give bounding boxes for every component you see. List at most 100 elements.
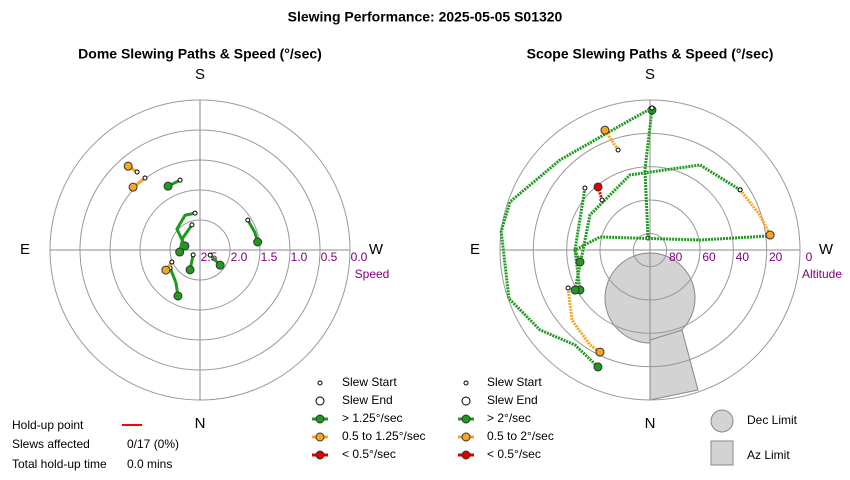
slew-start bbox=[582, 185, 588, 191]
grid-circle bbox=[49, 99, 351, 401]
slew-start bbox=[169, 259, 175, 265]
slew-end bbox=[161, 265, 171, 275]
slew-start bbox=[190, 252, 196, 258]
slew-start bbox=[649, 105, 655, 111]
legend-label: < 0.5°/sec bbox=[342, 447, 396, 461]
slew-start bbox=[565, 285, 571, 291]
legend-label: > 1.25°/sec bbox=[342, 411, 403, 425]
slew-path bbox=[178, 223, 194, 253]
slew-end bbox=[570, 285, 580, 295]
az-limit-swatch bbox=[710, 440, 734, 466]
legend-label: Az Limit bbox=[747, 448, 790, 462]
legend-label: 0.5 to 2°/sec bbox=[487, 429, 554, 443]
slew-start bbox=[207, 252, 213, 258]
direction-label: N bbox=[195, 415, 206, 432]
grid-circle bbox=[109, 159, 291, 341]
direction-label: S bbox=[195, 66, 205, 83]
slew-path bbox=[643, 109, 654, 239]
legend-label: Slew End bbox=[342, 393, 393, 407]
slew-end bbox=[593, 362, 603, 372]
r-tick-label: 1.0 bbox=[291, 250, 308, 264]
chart-title: Scope Slewing Paths & Speed (°/sec) bbox=[527, 46, 774, 62]
slew-start bbox=[134, 169, 140, 175]
legend-label: Slew Start bbox=[342, 375, 397, 389]
grid-circle bbox=[599, 199, 701, 301]
grid-circle bbox=[79, 129, 321, 371]
direction-label: W bbox=[369, 241, 384, 258]
slew-end bbox=[765, 230, 775, 240]
r-tick-label: 40 bbox=[736, 250, 750, 264]
legend-swatch-dot bbox=[315, 450, 325, 460]
slew-path bbox=[566, 287, 601, 354]
grid-circle bbox=[139, 189, 261, 311]
holdup-row-label: Total hold-up time bbox=[12, 457, 107, 471]
holdup-row-value: 0.0 mins bbox=[127, 457, 172, 471]
slew-start bbox=[737, 187, 743, 193]
slew-end bbox=[575, 257, 585, 267]
r-tick-label: 60 bbox=[702, 250, 716, 264]
grid-circle bbox=[169, 219, 231, 281]
slew-end bbox=[253, 237, 263, 247]
r-tick-label: 2.0 bbox=[231, 250, 248, 264]
legend-label: Slew End bbox=[487, 393, 538, 407]
r-axis-label: Speed bbox=[355, 267, 390, 281]
slew-end bbox=[595, 347, 605, 357]
slew-start bbox=[177, 177, 183, 183]
legend-label: Dec Limit bbox=[747, 413, 798, 427]
slew-path bbox=[596, 186, 604, 201]
slew-start bbox=[599, 197, 605, 203]
legend-start-marker bbox=[317, 380, 323, 386]
slew-start bbox=[192, 210, 198, 216]
legend-start-marker bbox=[463, 380, 469, 386]
legend-swatch-dot bbox=[461, 450, 471, 460]
slew-start bbox=[189, 222, 195, 228]
legend-swatch-dot bbox=[461, 414, 471, 424]
grid-circle bbox=[632, 232, 668, 268]
slew-end bbox=[600, 125, 610, 135]
direction-label: E bbox=[470, 241, 480, 258]
r-tick-label: 1.5 bbox=[261, 250, 278, 264]
legend-swatch-dot bbox=[315, 432, 325, 442]
slew-end bbox=[185, 265, 195, 275]
slew-end bbox=[128, 182, 138, 192]
legend-swatch-dot bbox=[315, 414, 325, 424]
grid-circle bbox=[566, 166, 734, 334]
legend-label: Slew Start bbox=[487, 375, 542, 389]
direction-label: S bbox=[645, 66, 655, 83]
slew-start bbox=[615, 147, 621, 153]
slew-end bbox=[173, 291, 183, 301]
direction-label: W bbox=[819, 241, 834, 258]
slew-end bbox=[175, 247, 185, 257]
page-title: Slewing Performance: 2025-05-05 S01320 bbox=[288, 9, 563, 25]
legend-end-marker bbox=[315, 396, 325, 406]
slew-path bbox=[175, 211, 196, 247]
holdup-label: Hold-up point bbox=[12, 418, 84, 432]
slew-start bbox=[245, 217, 251, 223]
r-tick-label: 0.0 bbox=[351, 250, 368, 264]
legend-label: < 0.5°/sec bbox=[487, 447, 541, 461]
r-tick-label: 0.5 bbox=[321, 250, 338, 264]
legend-end-marker bbox=[461, 396, 471, 406]
legend-swatch-dot bbox=[461, 432, 471, 442]
slew-path bbox=[573, 163, 741, 291]
chart-title: Dome Slewing Paths & Speed (°/sec) bbox=[78, 46, 322, 62]
r-axis-label: Altitude bbox=[802, 267, 842, 281]
legend-label: 0.5 to 1.25°/sec bbox=[342, 429, 426, 443]
dec-limit-swatch bbox=[710, 409, 734, 433]
direction-label: N bbox=[645, 415, 656, 432]
grid-circle bbox=[499, 99, 801, 401]
slew-end bbox=[593, 182, 603, 192]
slew-path bbox=[738, 188, 772, 236]
holdup-row-value: 0/17 (0%) bbox=[127, 437, 179, 451]
slew-end bbox=[123, 161, 133, 171]
holdup-row-label: Slews affected bbox=[12, 437, 90, 451]
slew-start bbox=[142, 175, 148, 181]
direction-label: E bbox=[20, 241, 30, 258]
slew-end bbox=[163, 181, 173, 191]
legend-label: > 2°/sec bbox=[487, 411, 531, 425]
r-tick-label: 0 bbox=[806, 250, 813, 264]
slew-end bbox=[215, 260, 225, 270]
r-tick-label: 80 bbox=[669, 250, 683, 264]
